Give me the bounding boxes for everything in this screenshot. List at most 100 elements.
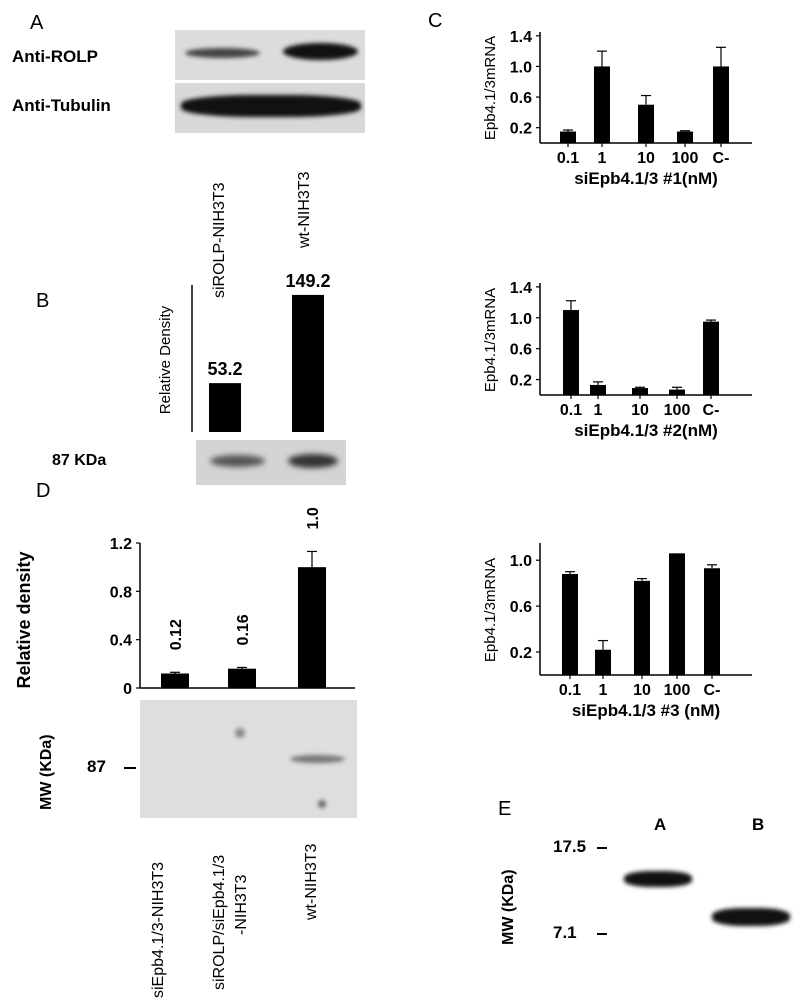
D-bar <box>228 668 256 688</box>
lane-label-d2a: siROLP/siEpb4.1/3 <box>211 854 228 990</box>
band-rolp-lane2 <box>283 43 358 60</box>
panel-d-letter: D <box>36 480 51 502</box>
B-y-axis-title: Relative Density <box>157 305 174 414</box>
C3-x-axis-title: siEpb4.1/3 #3 (nM) <box>572 701 720 720</box>
C2-category-label: 10 <box>631 402 649 419</box>
C1-ytick-label: 1.0 <box>510 59 532 76</box>
lane-label-d1: siEpb4.1/3-NIH3T3 <box>150 861 167 998</box>
C1-category-label: C- <box>713 150 730 167</box>
C2-y-axis-title: Epb4.1/3mRNA <box>482 288 499 392</box>
C2-category-label: C- <box>703 402 720 419</box>
C2-bar <box>590 384 606 395</box>
panel-a-letter: A <box>30 12 44 34</box>
D-data-label: 1.0 <box>305 507 322 529</box>
B-data-label: 149.2 <box>285 271 330 291</box>
C1-y-axis-title: Epb4.1/3mRNA <box>482 36 499 140</box>
band-e-a <box>624 871 692 887</box>
C3-ytick-label: 0.2 <box>510 645 532 662</box>
D-data-label: 0.16 <box>235 614 252 645</box>
C1-bar <box>713 66 729 143</box>
band-87-lane1 <box>210 455 265 467</box>
blot-panel-d <box>140 700 357 818</box>
B-bar <box>209 383 241 432</box>
C1-category-label: 0.1 <box>557 150 579 167</box>
C2-ytick-label: 0.2 <box>510 373 532 390</box>
D-y-axis-title: Relative density <box>14 551 34 688</box>
anti-rolp-label: Anti-ROLP <box>12 47 98 66</box>
mw-marker-87: 87 <box>87 757 106 776</box>
band-87-lane2 <box>288 454 338 468</box>
mw-tick-7-1 <box>597 933 607 935</box>
C1-bar <box>638 104 654 143</box>
C2-bar <box>632 388 648 395</box>
C3-category-label: 100 <box>664 682 691 699</box>
C1-category-label: 10 <box>637 150 655 167</box>
blot-anti-tubulin <box>175 83 365 133</box>
panel-c-letter: C <box>428 10 443 32</box>
band-d-lane3 <box>290 755 345 763</box>
C3-bar <box>562 573 578 675</box>
D-ytick-label: 1.2 <box>110 536 132 553</box>
D-data-label: 0.12 <box>168 619 185 650</box>
C3-category-label: 10 <box>633 682 651 699</box>
C3-y-axis-title: Epb4.1/3mRNA <box>482 558 499 662</box>
C3-category-label: C- <box>704 682 721 699</box>
C3-category-label: 1 <box>599 682 608 699</box>
speckle <box>318 800 326 808</box>
C2-category-label: 0.1 <box>560 402 582 419</box>
D-ytick-label: 0 <box>123 681 132 698</box>
lane-label-d3: wt-NIH3T3 <box>303 843 320 920</box>
C1-x-axis-title: siEpb4.1/3 #1(nM) <box>574 169 718 188</box>
panel-b-letter: B <box>36 290 50 312</box>
C2-ytick-label: 1.0 <box>510 311 532 328</box>
band-e-b <box>712 908 790 926</box>
C3-bar <box>595 649 611 675</box>
lane-label-e-a: A <box>654 815 667 834</box>
band-rolp-lane1 <box>185 48 260 58</box>
C3-ytick-label: 1.0 <box>510 553 532 570</box>
mw-axis-label-e: MW (KDa) <box>500 869 517 945</box>
C2-bar <box>669 389 685 395</box>
D-ytick-label: 0.4 <box>110 633 132 650</box>
D-bar <box>298 567 326 688</box>
C2-bar <box>703 321 719 395</box>
lane-label-d2b: -NIH3T3 <box>233 874 250 935</box>
C2-bar <box>563 310 579 395</box>
B-bar <box>292 294 324 432</box>
panel-e-letter: E <box>498 798 512 820</box>
C2-x-axis-title: siEpb4.1/3 #2(nM) <box>574 421 718 440</box>
C1-ytick-label: 0.6 <box>510 90 532 107</box>
mw-axis-label-d: MW (KDa) <box>38 734 55 810</box>
C2-category-label: 100 <box>664 402 691 419</box>
mw-marker-7-1: 7.1 <box>553 923 577 942</box>
band-tubulin <box>181 95 361 117</box>
mw-tick-87 <box>124 767 136 769</box>
C3-ytick-label: 0.6 <box>510 599 532 616</box>
C3-bar <box>634 580 650 675</box>
C3-category-label: 0.1 <box>559 682 581 699</box>
C2-ytick-label: 0.6 <box>510 342 532 359</box>
speckle <box>235 728 245 738</box>
C2-category-label: 1 <box>594 402 603 419</box>
B-data-label: 53.2 <box>207 359 242 379</box>
C3-bar <box>704 568 720 675</box>
C2-ytick-label: 1.4 <box>510 280 532 297</box>
anti-tubulin-label: Anti-Tubulin <box>12 96 111 115</box>
lane-label-e-b: B <box>752 815 765 834</box>
D-bar <box>161 673 189 688</box>
C1-bar <box>594 66 610 143</box>
D-ytick-label: 0.8 <box>110 584 132 601</box>
C1-ytick-label: 0.2 <box>510 121 532 138</box>
C1-ytick-label: 1.4 <box>510 29 532 46</box>
C1-category-label: 1 <box>598 150 607 167</box>
C3-bar <box>669 553 685 675</box>
blot-anti-rolp <box>175 30 365 80</box>
band-87kda-label: 87 KDa <box>52 452 107 469</box>
C1-bar <box>560 131 576 143</box>
mw-tick-17-5 <box>597 847 607 849</box>
